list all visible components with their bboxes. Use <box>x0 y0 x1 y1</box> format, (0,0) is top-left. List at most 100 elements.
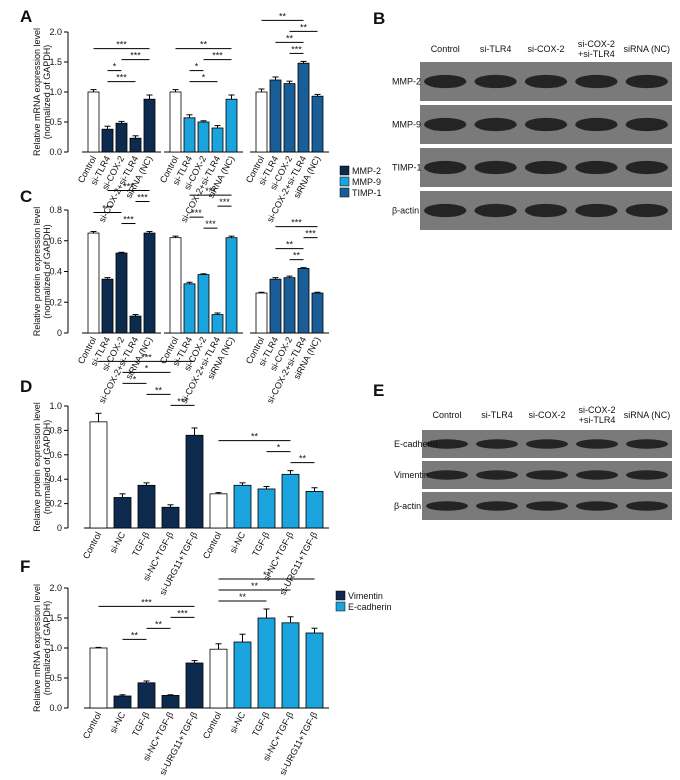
blot-band <box>426 501 468 511</box>
bar <box>197 121 210 153</box>
error-bar <box>132 135 139 139</box>
blot-band <box>575 117 618 132</box>
significance-label: *** <box>141 352 152 362</box>
significance-label: *** <box>102 204 113 214</box>
y-tick-label: 0.8 <box>49 425 62 435</box>
bar <box>209 493 228 529</box>
row-label: Vimentin <box>394 470 429 480</box>
error-bar <box>118 120 125 124</box>
bar <box>89 421 108 529</box>
error-bar <box>191 660 198 663</box>
error-bar <box>200 273 207 275</box>
blot-band <box>526 439 568 449</box>
error-bar <box>172 89 179 92</box>
lane-label: si-TLR4 <box>481 410 513 420</box>
error-bar <box>258 88 265 92</box>
bar <box>129 315 142 334</box>
panel-label: E <box>373 381 384 400</box>
bar <box>305 632 324 709</box>
blot-band <box>474 203 517 218</box>
error-bar <box>143 482 150 486</box>
bar <box>115 122 128 153</box>
bar <box>257 617 276 709</box>
lane-label: Control <box>431 44 460 54</box>
significance-label: ** <box>131 630 139 640</box>
significance-label: ** <box>286 33 294 43</box>
x-tick-label: si-NC <box>108 530 128 555</box>
bar <box>169 237 182 334</box>
row-label: MMP-9 <box>392 120 421 130</box>
significance-label: *** <box>305 229 316 239</box>
bar <box>311 95 324 153</box>
error-bar <box>300 60 307 64</box>
error-bar <box>263 486 270 489</box>
lane-label: siRNA (NC) <box>624 44 671 54</box>
legend-label: TIMP-1 <box>352 188 382 198</box>
significance-label: *** <box>219 197 230 207</box>
x-tick-label: Control <box>201 530 223 560</box>
error-bar <box>286 80 293 84</box>
y-axis-label: Relative protein expression level <box>32 207 42 337</box>
lane-label: +si-TLR4 <box>579 415 616 425</box>
error-bar <box>214 125 221 128</box>
error-bar <box>95 412 102 422</box>
row-label: MMP-2 <box>392 77 421 87</box>
error-bar <box>90 231 97 234</box>
error-bar <box>167 694 174 696</box>
error-bar <box>143 680 150 683</box>
bar <box>233 641 252 709</box>
row-label: TIMP-1 <box>392 163 422 173</box>
bar <box>283 277 296 334</box>
error-bar <box>311 487 318 492</box>
blot-band <box>426 470 468 480</box>
significance-label: * <box>195 62 199 72</box>
legend-swatch <box>339 176 350 187</box>
y-tick-label: 0.2 <box>49 499 62 509</box>
significance-label: * <box>277 443 281 453</box>
blot-band <box>474 117 517 132</box>
y-tick-label: 0.6 <box>49 450 62 460</box>
blot-band <box>424 160 467 175</box>
bar <box>143 232 156 334</box>
error-bar <box>215 492 222 494</box>
x-tick-label: TGF-β <box>250 710 271 738</box>
significance-label: * <box>113 62 117 72</box>
y-tick-label: 1.0 <box>49 401 62 411</box>
blot-band <box>476 439 518 449</box>
error-bar <box>95 646 102 648</box>
significance-label: *** <box>123 182 134 192</box>
significance-label: *** <box>205 186 216 196</box>
panel-label: B <box>373 9 385 28</box>
significance-label: * <box>133 374 137 384</box>
error-bar <box>287 616 294 623</box>
error-bar <box>119 694 126 696</box>
significance-label: ** <box>251 581 259 591</box>
significance-label: *** <box>291 44 302 54</box>
blot-band <box>526 470 568 480</box>
error-bar <box>228 94 235 100</box>
lane-label: si-COX-2 <box>578 405 615 415</box>
error-bar <box>263 608 270 618</box>
bar <box>209 648 228 709</box>
y-axis-label: Relative mRNA expression level <box>32 28 42 156</box>
blot-band <box>575 74 618 89</box>
blot-band <box>474 160 517 175</box>
panel-label: C <box>20 187 32 206</box>
error-bar <box>214 312 221 315</box>
significance-label: ** <box>293 251 301 261</box>
significance-label: *** <box>291 218 302 228</box>
significance-label: ** <box>286 240 294 250</box>
x-tick-label: TGF-β <box>130 530 151 558</box>
significance-label: ** <box>300 22 308 32</box>
error-bar <box>118 251 125 254</box>
error-bar <box>146 94 153 100</box>
legend-swatch <box>339 187 350 198</box>
error-bar <box>132 314 139 317</box>
x-tick-label: Control <box>81 710 103 740</box>
legend-label: MMP-9 <box>352 177 381 187</box>
significance-label: * <box>145 363 149 373</box>
significance-label: ** <box>279 11 287 21</box>
blot-band <box>524 74 568 89</box>
blot-band <box>526 501 568 511</box>
